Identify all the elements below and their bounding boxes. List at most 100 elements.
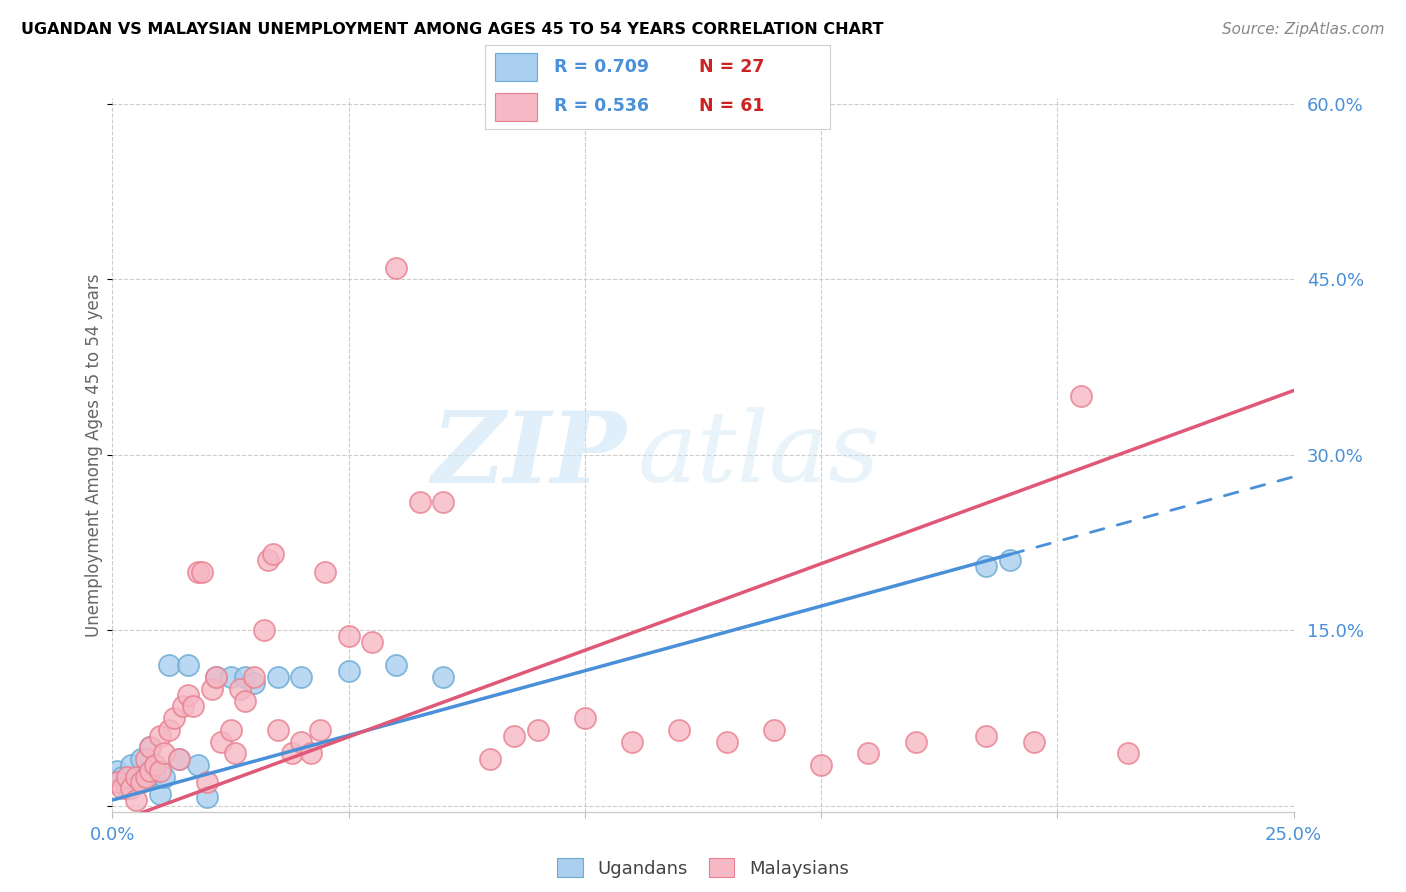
Point <box>224 746 246 760</box>
Point <box>233 693 256 707</box>
Point <box>115 781 138 796</box>
Point <box>976 559 998 574</box>
Point <box>337 665 360 679</box>
Point <box>858 746 880 760</box>
Point <box>503 729 526 743</box>
Text: N = 27: N = 27 <box>699 58 763 76</box>
Point <box>299 746 322 760</box>
Point <box>186 565 208 579</box>
Point <box>201 681 224 696</box>
Point <box>143 758 166 772</box>
Point <box>167 752 190 766</box>
Point <box>229 681 252 696</box>
Point <box>129 775 152 789</box>
Y-axis label: Unemployment Among Ages 45 to 54 years: Unemployment Among Ages 45 to 54 years <box>84 273 103 637</box>
Point <box>716 734 738 748</box>
Point <box>243 676 266 690</box>
Text: N = 61: N = 61 <box>699 97 763 115</box>
Point <box>290 734 312 748</box>
Point <box>135 770 157 784</box>
Point <box>267 723 290 737</box>
Point <box>125 775 148 789</box>
Point <box>219 670 242 684</box>
Point <box>233 670 256 684</box>
Point <box>385 658 408 673</box>
Point <box>125 770 148 784</box>
Point <box>526 723 548 737</box>
Point <box>253 624 276 638</box>
Text: UGANDAN VS MALAYSIAN UNEMPLOYMENT AMONG AGES 45 TO 54 YEARS CORRELATION CHART: UGANDAN VS MALAYSIAN UNEMPLOYMENT AMONG … <box>21 22 883 37</box>
Point <box>135 770 157 784</box>
Point <box>157 658 180 673</box>
Point <box>115 770 138 784</box>
Point <box>167 752 190 766</box>
Point <box>408 494 430 508</box>
Point <box>157 723 180 737</box>
Point <box>810 758 832 772</box>
FancyBboxPatch shape <box>495 54 537 81</box>
Point <box>762 723 785 737</box>
Point <box>262 547 284 561</box>
Point <box>105 764 128 778</box>
Point <box>621 734 644 748</box>
Point <box>120 758 142 772</box>
Legend: Ugandans, Malaysians: Ugandans, Malaysians <box>550 851 856 885</box>
Point <box>139 740 162 755</box>
Point <box>120 781 142 796</box>
Point <box>111 770 134 784</box>
Point <box>281 746 304 760</box>
Point <box>153 746 176 760</box>
Point <box>149 764 172 778</box>
Point <box>432 670 454 684</box>
Text: ZIP: ZIP <box>432 407 626 503</box>
Point <box>314 565 336 579</box>
Point <box>149 729 172 743</box>
Point <box>976 729 998 743</box>
Text: R = 0.536: R = 0.536 <box>554 97 650 115</box>
Text: atlas: atlas <box>638 408 880 502</box>
Point <box>668 723 690 737</box>
Point <box>111 781 134 796</box>
FancyBboxPatch shape <box>495 93 537 120</box>
Text: R = 0.709: R = 0.709 <box>554 58 650 76</box>
Point <box>105 775 128 789</box>
Point <box>243 670 266 684</box>
Point <box>153 770 176 784</box>
Point <box>172 699 194 714</box>
Point <box>195 775 218 789</box>
Point <box>163 711 186 725</box>
Point <box>361 635 384 649</box>
Point <box>1116 746 1139 760</box>
Point <box>135 752 157 766</box>
Point <box>432 494 454 508</box>
Point <box>205 670 228 684</box>
Point <box>129 752 152 766</box>
Point <box>186 758 208 772</box>
Point <box>209 734 232 748</box>
Point <box>177 658 200 673</box>
Point <box>257 553 280 567</box>
Point <box>149 787 172 801</box>
Point <box>574 711 596 725</box>
Point <box>1070 389 1092 403</box>
Text: Source: ZipAtlas.com: Source: ZipAtlas.com <box>1222 22 1385 37</box>
Point <box>267 670 290 684</box>
Point <box>998 553 1021 567</box>
Point <box>309 723 332 737</box>
Point <box>139 764 162 778</box>
Point <box>181 699 204 714</box>
Point <box>385 260 408 275</box>
Point <box>205 670 228 684</box>
Point <box>290 670 312 684</box>
Point <box>177 688 200 702</box>
Point <box>904 734 927 748</box>
Point <box>125 793 148 807</box>
Point <box>337 629 360 643</box>
Point <box>219 723 242 737</box>
Point <box>479 752 502 766</box>
Point <box>139 740 162 755</box>
Point <box>195 789 218 804</box>
Point <box>1022 734 1045 748</box>
Point <box>191 565 214 579</box>
Point <box>143 764 166 778</box>
